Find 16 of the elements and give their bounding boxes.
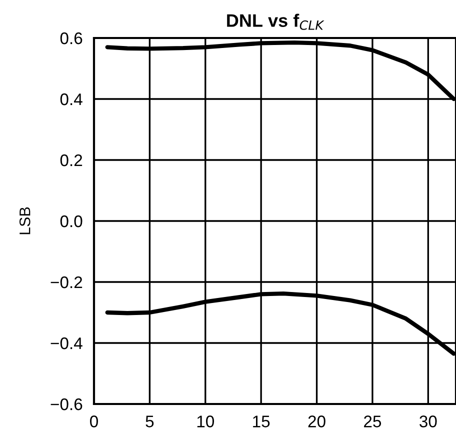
- x-tick-label: 5: [146, 416, 154, 428]
- x-tick-label: 30: [420, 416, 437, 428]
- y-tick-label: 0.4: [60, 93, 82, 106]
- y-tick-label: 0.2: [60, 154, 82, 166]
- y-tick-label: −0.2: [50, 276, 82, 288]
- x-tick-label: 25: [364, 416, 382, 428]
- y-tick-label: 0.6: [60, 32, 82, 44]
- x-tick-label: 20: [308, 416, 326, 428]
- x-tick-label: 0: [90, 416, 98, 428]
- y-tick-label: −0.6: [50, 398, 82, 410]
- y-tick-label: −0.4: [50, 337, 82, 350]
- y-axis-title: LSB: [19, 207, 30, 234]
- x-tick-label: 10: [197, 416, 214, 428]
- y-tick-label: 0.0: [60, 215, 82, 228]
- chart-title: DNL vs f$_{CLK}$: [227, 14, 324, 30]
- x-tick-label: 15: [253, 416, 270, 428]
